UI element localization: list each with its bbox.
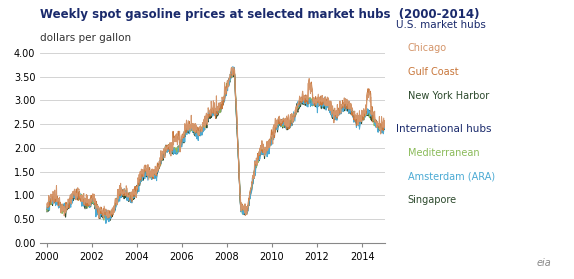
Text: Mediterranean: Mediterranean (408, 148, 479, 158)
Text: International hubs: International hubs (396, 124, 491, 134)
Text: New York Harbor: New York Harbor (408, 91, 489, 101)
Text: Amsterdam (ARA): Amsterdam (ARA) (408, 171, 495, 181)
Text: Gulf Coast: Gulf Coast (408, 67, 458, 77)
Text: U.S. market hubs: U.S. market hubs (396, 20, 486, 30)
Text: Chicago: Chicago (408, 43, 447, 53)
Text: dollars per gallon: dollars per gallon (40, 33, 131, 44)
Text: eia: eia (536, 258, 551, 268)
Text: Singapore: Singapore (408, 195, 457, 205)
Text: Weekly spot gasoline prices at selected market hubs  (2000-2014): Weekly spot gasoline prices at selected … (40, 8, 480, 21)
